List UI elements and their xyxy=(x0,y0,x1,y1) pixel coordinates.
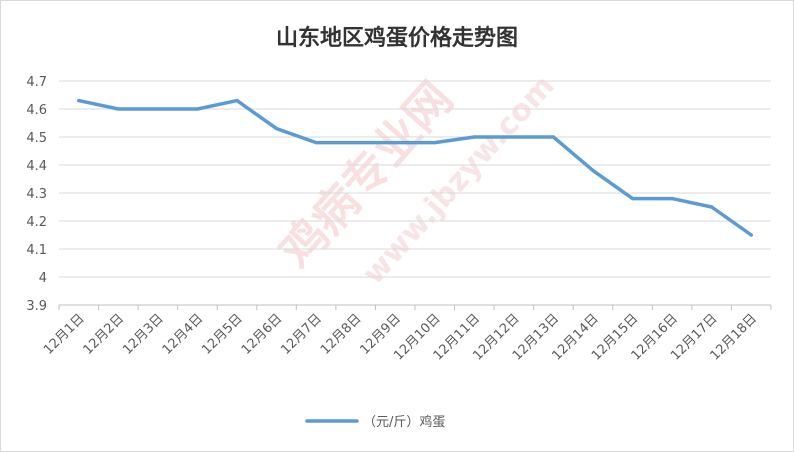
y-tick-label: 4.1 xyxy=(26,243,47,258)
y-tick-label: 4 xyxy=(39,271,47,286)
y-tick-label: 4.6 xyxy=(26,103,47,118)
y-tick-label: 4.7 xyxy=(26,75,47,90)
data-point xyxy=(512,135,516,139)
data-point xyxy=(156,107,160,111)
y-tick-label: 4.4 xyxy=(26,159,47,174)
x-tick-label: 12月5日 xyxy=(199,311,246,358)
series-line xyxy=(77,98,753,237)
series-layer xyxy=(77,98,753,237)
data-point xyxy=(354,141,358,145)
legend-label: （元/斤）鸡蛋 xyxy=(363,414,445,430)
data-point xyxy=(710,205,714,209)
data-point xyxy=(314,141,318,145)
data-point xyxy=(472,135,476,139)
data-point xyxy=(235,99,239,103)
x-axis-ticks: 12月1日12月2日12月3日12月4日12月5日12月6日12月7日12月8日… xyxy=(41,305,772,364)
y-tick-label: 4.5 xyxy=(26,131,47,146)
y-tick-label: 3.9 xyxy=(26,299,47,314)
data-point xyxy=(77,99,81,103)
x-tick-label: 12月2日 xyxy=(81,311,128,358)
chart-title: 山东地区鸡蛋价格走势图 xyxy=(276,25,518,51)
watermark: 鸡病专业网 www.jbzyw.com xyxy=(269,69,561,292)
x-tick-label: 12月4日 xyxy=(160,311,207,358)
data-point xyxy=(393,141,397,145)
data-point xyxy=(670,197,674,201)
data-point xyxy=(630,197,635,201)
data-point xyxy=(749,233,753,237)
y-tick-label: 4.3 xyxy=(26,187,47,202)
legend: （元/斤）鸡蛋 xyxy=(305,414,445,430)
y-tick-label: 4.2 xyxy=(26,215,47,230)
y-axis-ticks: 3.9 4 4.1 4.2 4.3 4.4 4.5 4.6 4.7 xyxy=(26,75,47,314)
x-tick-label: 12月6日 xyxy=(239,311,286,358)
data-point xyxy=(116,107,120,111)
x-tick-label: 12月8日 xyxy=(318,311,365,358)
x-tick-label: 12月7日 xyxy=(278,311,325,358)
data-point xyxy=(274,127,279,131)
data-point xyxy=(591,169,595,173)
data-point xyxy=(551,135,556,139)
data-point xyxy=(195,107,200,111)
x-tick-label: 12月1日 xyxy=(41,311,88,358)
watermark-text-cn: 鸡病专业网 xyxy=(269,71,463,278)
data-point xyxy=(433,141,437,145)
x-tick-label: 12月3日 xyxy=(120,311,167,358)
